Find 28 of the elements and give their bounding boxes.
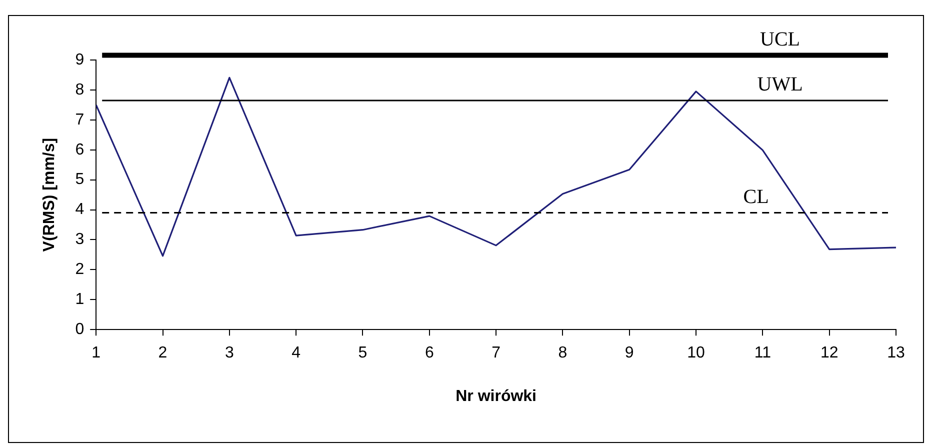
x-tick-label: 2 bbox=[158, 344, 168, 362]
x-tick-label: 12 bbox=[820, 344, 838, 362]
ref-line-label: UCL bbox=[760, 28, 800, 50]
x-tick-label: 4 bbox=[292, 344, 301, 362]
y-tick-label: 5 bbox=[75, 171, 84, 188]
x-tick-label: 7 bbox=[492, 344, 501, 362]
y-tick-label: 2 bbox=[75, 261, 84, 278]
ref-line-label: CL bbox=[743, 186, 769, 208]
x-tick-label: 8 bbox=[558, 344, 568, 362]
y-tick-label: 9 bbox=[75, 51, 84, 68]
y-tick-label: 1 bbox=[75, 291, 84, 308]
y-axis-title: V(RMS) [mm/s] bbox=[41, 138, 58, 252]
y-tick-label: 0 bbox=[75, 321, 84, 338]
x-tick-label: 5 bbox=[358, 344, 368, 362]
x-tick-label: 11 bbox=[754, 344, 772, 362]
x-tick-label: 13 bbox=[887, 344, 905, 362]
y-tick-label: 8 bbox=[75, 81, 84, 98]
x-tick-label: 3 bbox=[224, 344, 234, 362]
y-tick-label: 4 bbox=[75, 201, 84, 218]
x-tick-label: 10 bbox=[687, 344, 706, 362]
ref-line-label: UWL bbox=[757, 74, 803, 96]
x-tick-label: 1 bbox=[92, 344, 101, 362]
x-axis-title: Nr wirówki bbox=[456, 388, 536, 405]
y-tick-label: 3 bbox=[75, 231, 84, 248]
y-tick-label: 7 bbox=[75, 111, 84, 128]
x-tick-label: 9 bbox=[624, 344, 634, 362]
x-tick-label: 6 bbox=[424, 344, 434, 362]
y-tick-label: 6 bbox=[75, 141, 84, 158]
